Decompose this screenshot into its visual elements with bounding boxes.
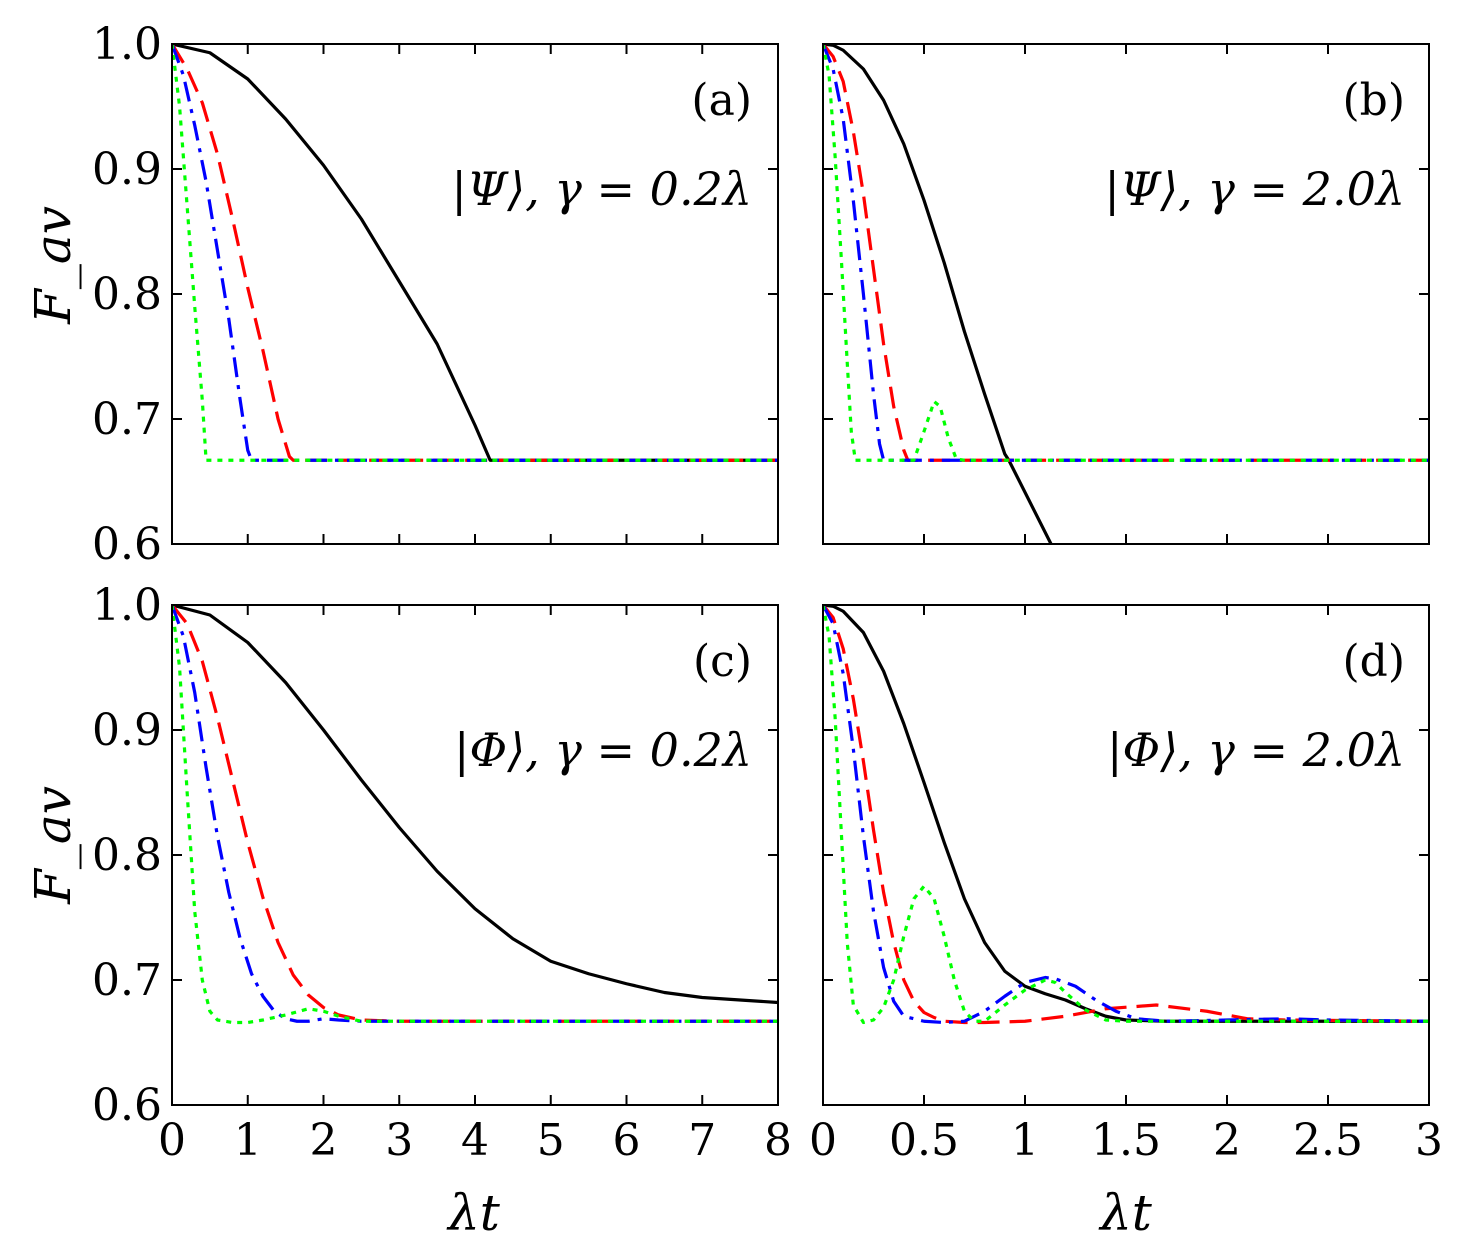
y-tick-label-a: 0.9	[92, 144, 162, 195]
line-series-4-c	[172, 605, 778, 1025]
panel-c: 0 1 2 3 4 5 6 7 8 0.6 0.7 0.8 0.9 1.0 (c) |Φ⟩, γ = 0.2λ	[92, 580, 792, 1166]
x-tick-label-d: 3	[1415, 1115, 1443, 1166]
y-tick-label-c: 0.6	[92, 1080, 162, 1131]
panel-label-c: (c)	[693, 636, 752, 687]
x-tick-label-c: 3	[385, 1115, 413, 1166]
line-series-4-d	[823, 605, 1429, 1025]
x-tick-label-d: 2.5	[1293, 1115, 1363, 1166]
series-group-d	[823, 605, 1429, 1025]
line-series-1-d	[823, 605, 1429, 1023]
line-series-2-c	[172, 605, 778, 1023]
x-axis-label-right: λt	[1098, 1184, 1153, 1242]
y-axis-label-bottom: F_av	[24, 786, 82, 905]
line-series-2-d	[823, 605, 1429, 1025]
y-tick-label-a: 0.6	[92, 519, 162, 570]
panel-annotation-c: |Φ⟩, γ = 0.2λ	[454, 723, 752, 777]
panel-label-d: (d)	[1343, 636, 1406, 687]
x-tick-label-c: 6	[613, 1115, 641, 1166]
series-group-a	[172, 44, 778, 462]
line-series-3-a	[172, 44, 778, 462]
x-tick-label-c: 8	[764, 1115, 792, 1166]
y-tick-label-a: 0.7	[92, 394, 162, 445]
x-tick-label-d: 0	[809, 1115, 837, 1166]
x-tick-label-c: 2	[310, 1115, 338, 1166]
panel-d: 0 0.5 1 1.5 2 2.5 3 (d) |Φ⟩, γ = 2.0λ	[809, 604, 1443, 1166]
panel-label-b: (b)	[1343, 75, 1406, 126]
panel-b: (b) |Ψ⟩, γ = 2.0λ	[822, 43, 1430, 545]
series-group-c	[172, 605, 778, 1025]
y-tick-label-c: 1.0	[92, 580, 162, 631]
panel-annotation-a: |Ψ⟩, γ = 0.2λ	[451, 162, 752, 216]
x-tick-label-c: 5	[537, 1115, 565, 1166]
y-tick-label-c: 0.8	[92, 830, 162, 881]
x-tick-label-d: 2	[1213, 1115, 1241, 1166]
series-group-b	[823, 44, 1429, 544]
x-tick-label-c: 4	[461, 1115, 489, 1166]
y-axis-label-top: F_av	[24, 206, 82, 325]
x-tick-label-c: 1	[234, 1115, 262, 1166]
line-series-1-c	[172, 605, 778, 1005]
panel-a: 0.6 0.7 0.8 0.9 1.0 (a) |Ψ⟩, γ = 0.2λ	[92, 19, 779, 570]
x-axis-label-left: λt	[446, 1184, 501, 1242]
panel-label-a: (a)	[691, 75, 752, 126]
y-tick-label-c: 0.7	[92, 955, 162, 1006]
y-tick-label-a: 1.0	[92, 19, 162, 70]
line-series-3-c	[172, 605, 778, 1023]
panel-annotation-b: |Ψ⟩, γ = 2.0λ	[1104, 162, 1405, 216]
line-series-3-d	[823, 605, 1429, 1025]
y-tick-label-c: 0.9	[92, 705, 162, 756]
x-tick-label-d: 1	[1011, 1115, 1039, 1166]
line-series-2-b	[823, 44, 1429, 462]
panel-annotation-d: |Φ⟩, γ = 2.0λ	[1107, 723, 1405, 777]
x-tick-label-d: 1.5	[1091, 1115, 1161, 1166]
x-tick-label-c: 0	[158, 1115, 186, 1166]
x-tick-label-c: 7	[688, 1115, 716, 1166]
line-series-1-a	[172, 44, 778, 462]
line-series-2-a	[172, 44, 778, 462]
line-series-1-b	[823, 44, 1053, 544]
line-series-3-b	[823, 44, 1429, 462]
y-tick-label-a: 0.8	[92, 269, 162, 320]
line-series-4-b	[823, 44, 1429, 462]
x-tick-label-d: 0.5	[889, 1115, 959, 1166]
